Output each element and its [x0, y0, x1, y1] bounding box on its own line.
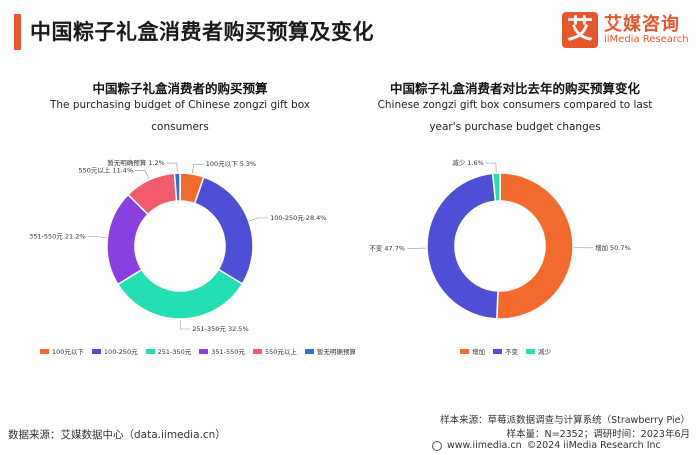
donut-slice — [426, 172, 499, 320]
legend-swatch — [460, 348, 469, 354]
label-leader-line — [179, 319, 191, 330]
legend-label: 351-550元 — [211, 348, 245, 356]
page-title: 中国粽子礼盒消费者购买预算及变化 — [30, 20, 374, 44]
legend-item: 不变 — [493, 346, 518, 356]
sample-info: 样本量：N=2352；调研时间：2023年6月 — [506, 429, 690, 440]
donut-slice — [193, 176, 254, 285]
slice-data-label: 减少 1.6% — [452, 158, 484, 167]
right-chart-legend: 增加 不变 减少 — [460, 346, 551, 356]
legend-label: 100元以下 — [52, 348, 84, 356]
slice-data-label: 351-550元 21.2% — [29, 233, 85, 241]
donut-slice — [116, 268, 244, 320]
sample-source: 样本来源：草莓派数据调查与计算系统（Strawberry Pie） — [440, 415, 690, 426]
website-link[interactable]: www.iimedia.cn — [447, 440, 522, 451]
title-accent-bar — [14, 14, 21, 50]
legend-label: 减少 — [538, 348, 551, 356]
legend-swatch — [145, 348, 155, 354]
legend-item: 251-350元 — [145, 346, 192, 356]
copyright-text: ©2024 iiMedia Research Inc — [526, 440, 661, 451]
slice-data-label: 100元以下 5.3% — [206, 160, 257, 168]
slice-data-label: 暂无明确预算 1.2% — [107, 158, 165, 167]
label-leader-line — [249, 217, 269, 222]
logo-glyph: 艾 — [562, 12, 598, 48]
right-chart-title: 中国粽子礼盒消费者对比去年的购买预算变化 — [389, 81, 640, 96]
legend-item: 351-550元 — [199, 346, 245, 356]
right-donut-chart: 增加 50.7% 不变 47.7% 减少 1.6% — [369, 158, 631, 320]
donut-slice — [173, 172, 181, 202]
legend-swatch — [304, 348, 314, 354]
legend-swatch — [91, 348, 101, 354]
legend-swatch — [252, 348, 262, 354]
globe-icon — [432, 440, 442, 451]
left-donut-chart: 100元以下 5.3% 100-250元 28.4% 251-350元 32.5% 3… — [29, 158, 326, 333]
legend-label: 100-250元 — [103, 348, 138, 356]
slice-data-label: 增加 50.7% — [595, 243, 631, 252]
donut-slice — [491, 172, 501, 203]
legend-label: 251-350元 — [157, 348, 192, 356]
data-source: 数据来源：艾媒数据中心（data.iimedia.cn） — [8, 429, 226, 441]
legend-item: 暂无明确预算 — [304, 346, 356, 356]
right-chart-subtitle: Chinese zongzi gift box consumers compar… — [377, 99, 653, 133]
slice-data-label: 251-350元 32.5% — [192, 325, 248, 333]
legend-item: 550元以上 — [252, 346, 297, 356]
legend-item: 增加 — [460, 346, 485, 356]
legend-swatch — [199, 348, 209, 354]
left-chart-title: 中国粽子礼盒消费者的购买预算 — [92, 81, 268, 96]
legend-swatch — [493, 348, 502, 354]
legend-label: 增加 — [472, 348, 485, 356]
logo-text-cn: 艾媒咨询 — [604, 14, 680, 35]
label-leader-line — [87, 236, 107, 238]
slice-data-label: 不变 47.7% — [369, 243, 405, 252]
slice-data-label: 550元以上 11.4% — [79, 166, 134, 175]
legend-label: 暂无明确预算 — [316, 348, 356, 356]
slice-data-label: 100-250元 28.4% — [270, 214, 326, 222]
left-chart-legend: 100元以下 100-250元 251-350元 351-550元 550元以上 暂无明确… — [40, 346, 356, 356]
label-leader-line — [485, 162, 497, 173]
label-leader-line — [191, 163, 204, 174]
legend-swatch — [526, 348, 535, 354]
legend-label: 550元以上 — [264, 348, 297, 356]
footer-credits: www.iimedia.cn ©2024 iiMedia Research In… — [432, 440, 661, 451]
logo-text-en: iiMedia Research — [604, 34, 689, 45]
legend-item: 减少 — [526, 346, 551, 356]
label-leader-line — [135, 170, 150, 179]
donut-slice — [496, 172, 574, 320]
legend-item: 100-250元 — [91, 346, 138, 356]
label-leader-line — [166, 162, 178, 173]
legend-label: 不变 — [505, 348, 518, 356]
brand-logo: 艾 艾媒咨询 iiMedia Research — [562, 10, 692, 54]
left-chart-subtitle: The purchasing budget of Chinese zongzi … — [49, 99, 311, 133]
legend-swatch — [40, 348, 49, 354]
legend-item: 100元以下 — [40, 346, 84, 356]
